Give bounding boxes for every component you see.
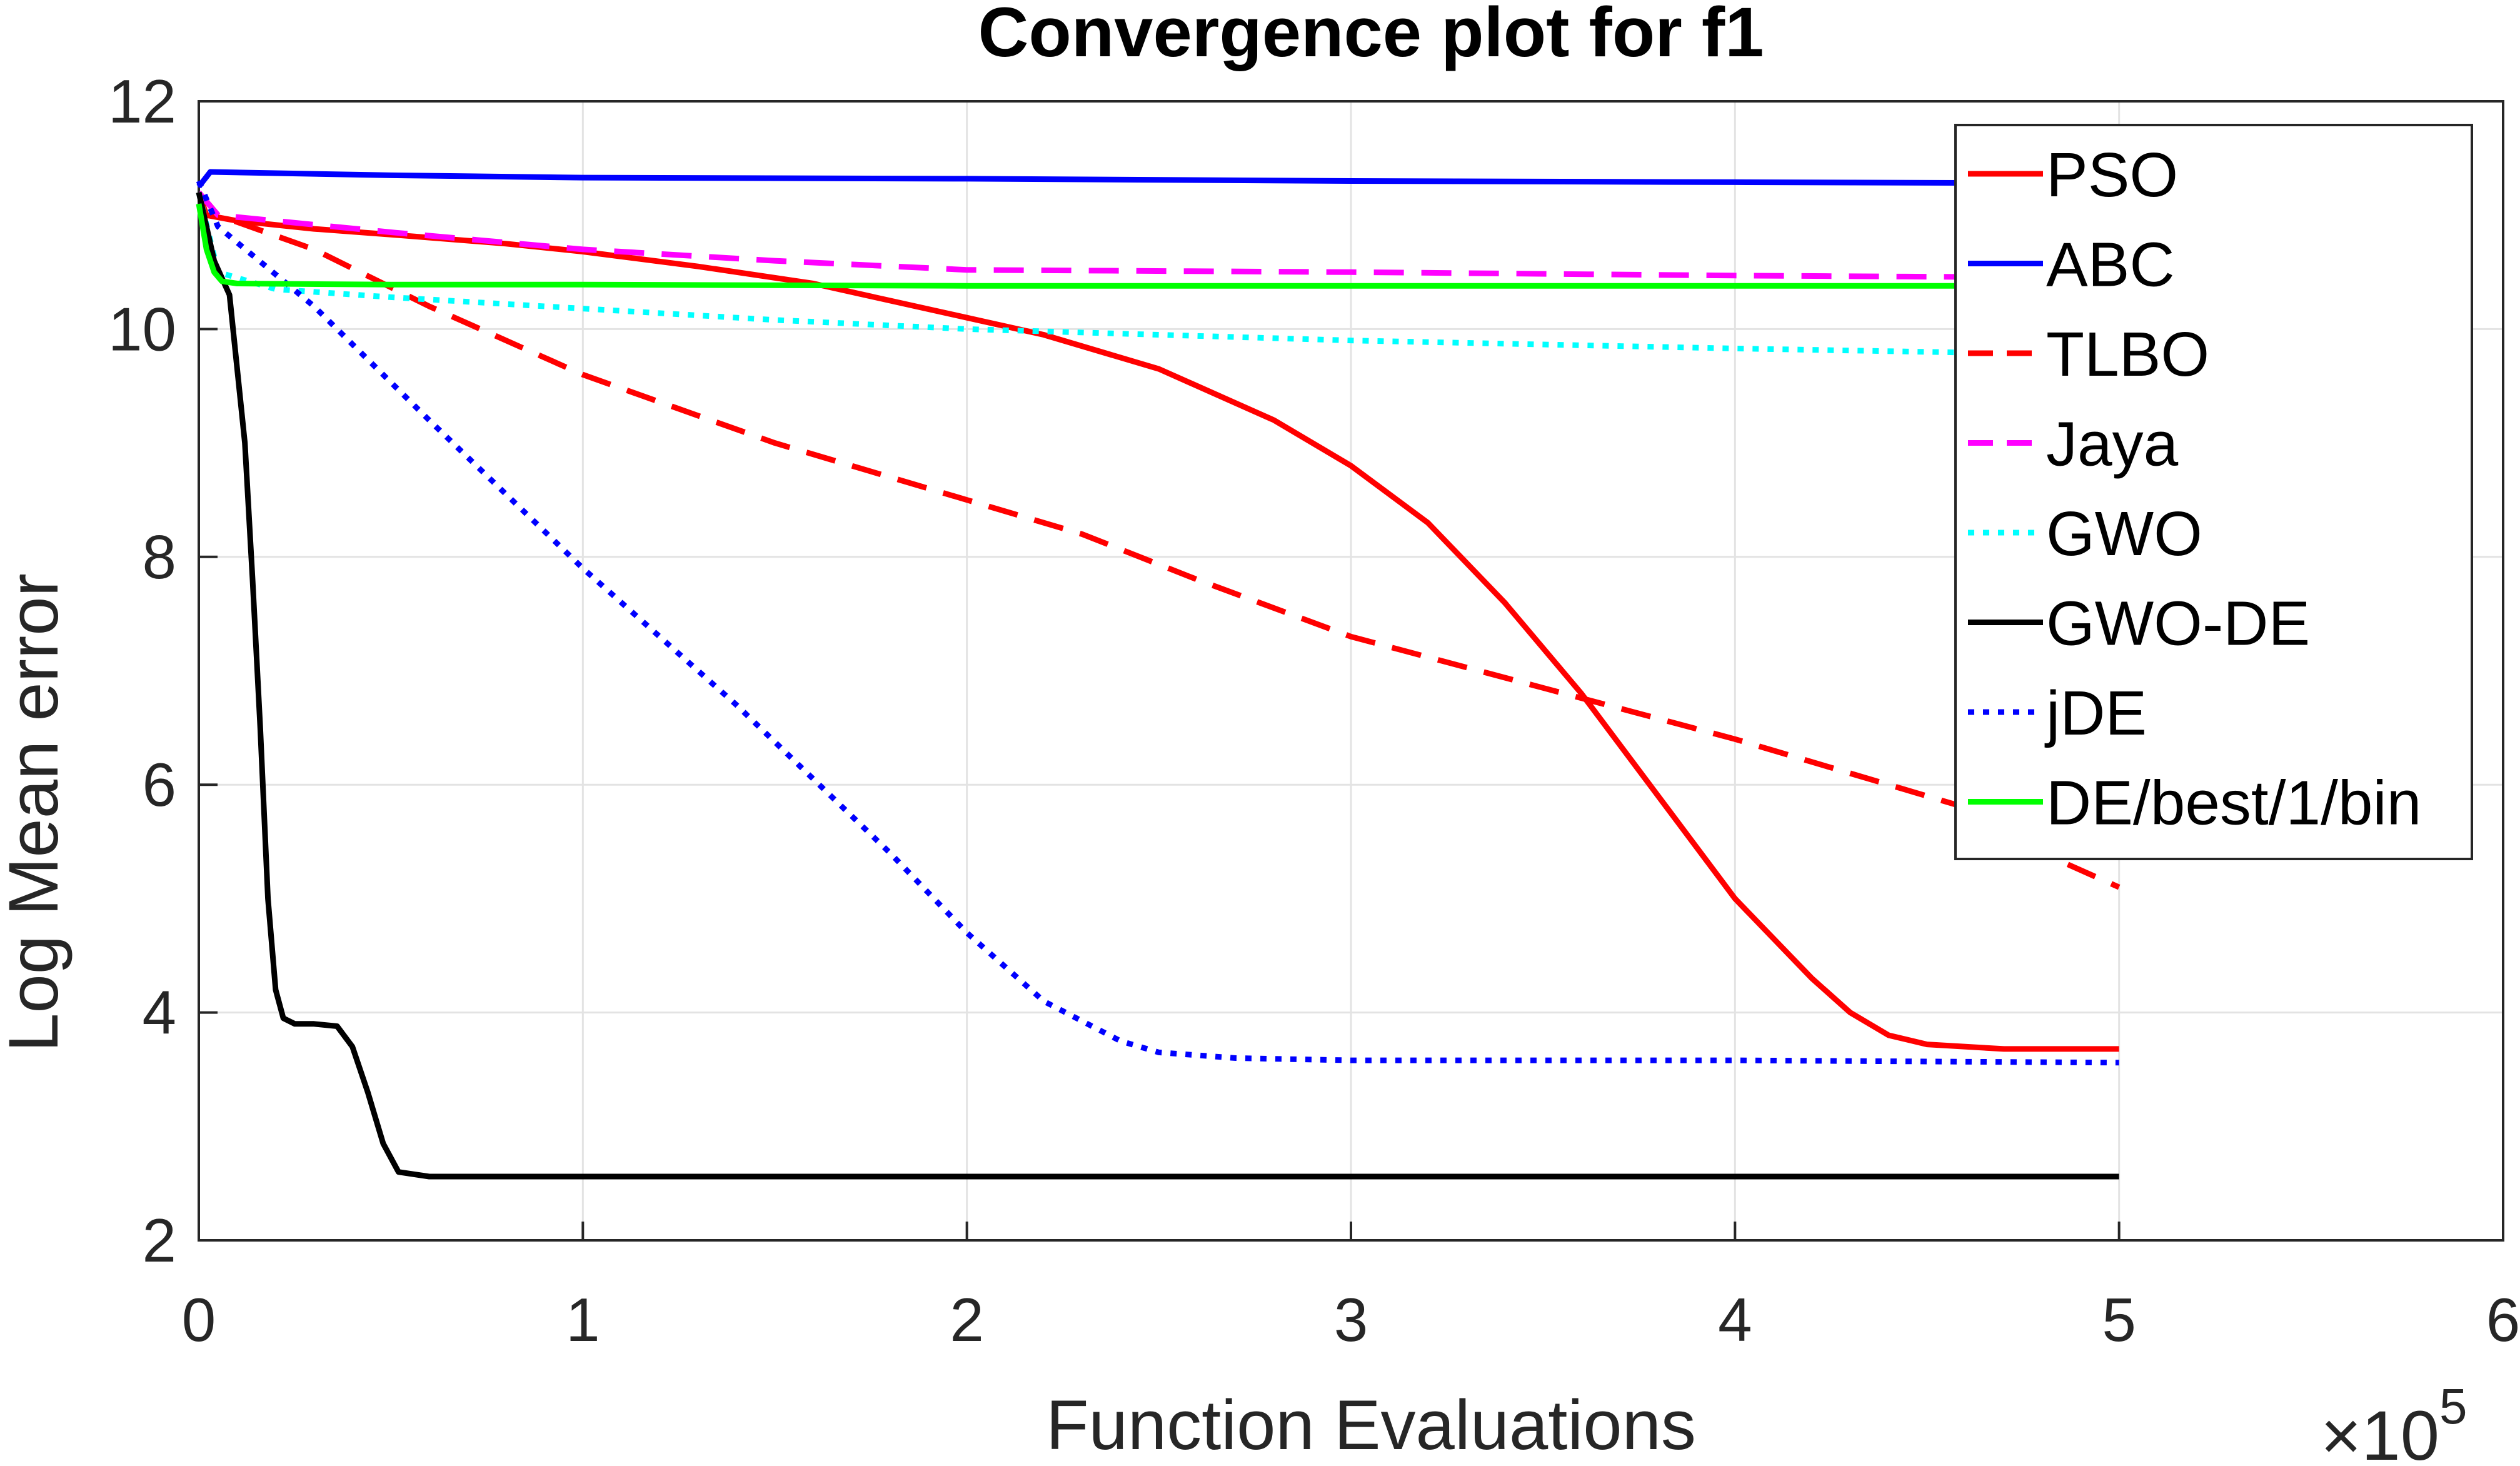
legend-label: TLBO bbox=[2046, 319, 2209, 389]
legend-label: GWO bbox=[2046, 499, 2202, 569]
series-lines bbox=[196, 169, 2121, 1180]
legend-label: Jaya bbox=[2046, 409, 2179, 479]
x-tick-label: 6 bbox=[2486, 1285, 2520, 1354]
legend-label: GWO-DE bbox=[2046, 589, 2310, 659]
legend-label: ABC bbox=[2046, 230, 2175, 300]
series-line-tlbo bbox=[196, 190, 2121, 890]
x-tick-label: 4 bbox=[1718, 1285, 1752, 1354]
x-tick-label: 0 bbox=[182, 1285, 216, 1354]
series-line-jde bbox=[196, 179, 2119, 1066]
legend: PSO ABC TLBO Jaya GWO GWO-DE jDE DE/best/1/bin bbox=[1954, 124, 2473, 860]
series-line-abc bbox=[196, 169, 2119, 189]
y-tick-label: 6 bbox=[142, 750, 176, 819]
legend-label: jDE bbox=[2044, 678, 2147, 748]
x-axis-multiplier: ×105 bbox=[2321, 1378, 2467, 1466]
y-tick-label: 2 bbox=[142, 1206, 176, 1275]
legend-label: DE/best/1/bin bbox=[2046, 768, 2421, 838]
y-tick-label: 4 bbox=[142, 978, 176, 1047]
y-tick-label: 10 bbox=[108, 294, 176, 363]
x-tick-label: 5 bbox=[2102, 1285, 2136, 1354]
legend-box bbox=[1954, 124, 2473, 860]
y-tick-label: 12 bbox=[108, 67, 176, 136]
series-line-gwo-de bbox=[196, 191, 2119, 1180]
series-line-de-best-1-bin bbox=[196, 203, 2119, 289]
y-axis-label: Log Mean error bbox=[0, 573, 73, 1052]
chart-title: Convergence plot for f1 bbox=[978, 0, 1764, 71]
x-axis-label: Function Evaluations bbox=[1046, 1386, 1696, 1464]
series-line-gwo bbox=[196, 191, 2119, 358]
x-tick-label: 2 bbox=[950, 1285, 984, 1354]
x-tick-label: 1 bbox=[566, 1285, 600, 1354]
series-line-jaya bbox=[196, 190, 2119, 281]
x-multiplier-exponent: 5 bbox=[2439, 1378, 2467, 1434]
y-tick-label: 8 bbox=[142, 523, 176, 591]
x-multiplier-base: ×10 bbox=[2321, 1397, 2439, 1466]
legend-label: PSO bbox=[2046, 140, 2178, 210]
series-line-pso bbox=[196, 191, 2119, 1052]
x-tick-label: 3 bbox=[1334, 1285, 1368, 1354]
